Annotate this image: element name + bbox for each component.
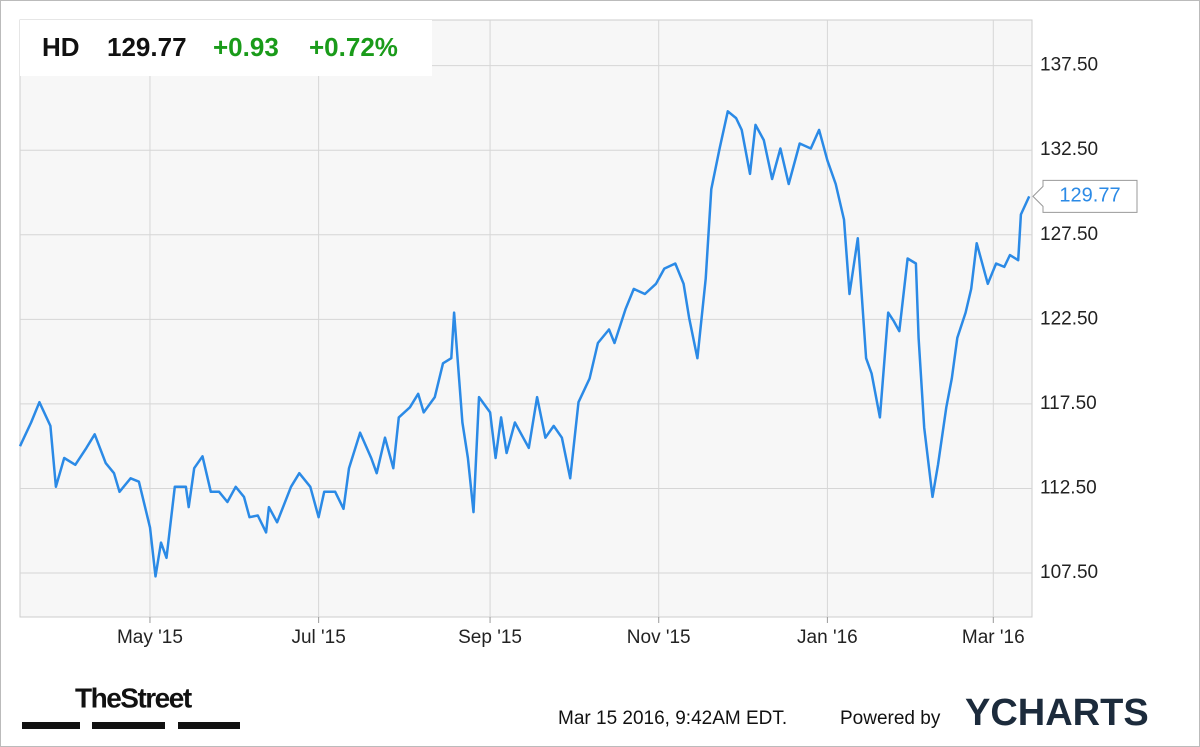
- price: 129.77: [107, 32, 187, 62]
- y-tick-label: 137.50: [1040, 55, 1098, 76]
- brand: YCHARTS: [965, 692, 1149, 734]
- x-tick-label: Jul '15: [291, 627, 345, 648]
- x-tick-label: Mar '16: [962, 627, 1025, 648]
- price-line: [18, 110, 1031, 578]
- last-value-label: 129.77: [1059, 185, 1120, 207]
- x-tick-label: May '15: [117, 627, 183, 648]
- powered-by: Powered by: [840, 708, 941, 729]
- lines: [18, 110, 1031, 578]
- y-tick-label: 107.50: [1040, 562, 1098, 583]
- last-value-tag: [1032, 179, 1138, 213]
- logo-bar: [22, 722, 80, 729]
- x-tick-label: Jan '16: [797, 627, 858, 648]
- header-box: [20, 20, 432, 76]
- ticker: HD: [42, 32, 80, 62]
- timestamp: Mar 15 2016, 9:42AM EDT.: [558, 708, 787, 729]
- x-tick-label: Sep '15: [458, 627, 522, 648]
- y-tick-label: 122.50: [1040, 308, 1098, 329]
- y-tick-label: 112.50: [1040, 477, 1097, 498]
- y-tick-label: 132.50: [1040, 139, 1098, 160]
- y-tick-label: 127.50: [1040, 224, 1098, 245]
- grid: [20, 20, 1032, 623]
- change: +0.93: [213, 32, 279, 62]
- change-pct: +0.72%: [309, 32, 398, 62]
- y-tick-label: 117.50: [1040, 393, 1097, 414]
- logo-bar: [92, 722, 165, 729]
- logo: TheStreet: [75, 682, 192, 713]
- plot-area: [19, 19, 1033, 618]
- logo-bar: [178, 722, 240, 729]
- x-tick-label: Nov '15: [627, 627, 691, 648]
